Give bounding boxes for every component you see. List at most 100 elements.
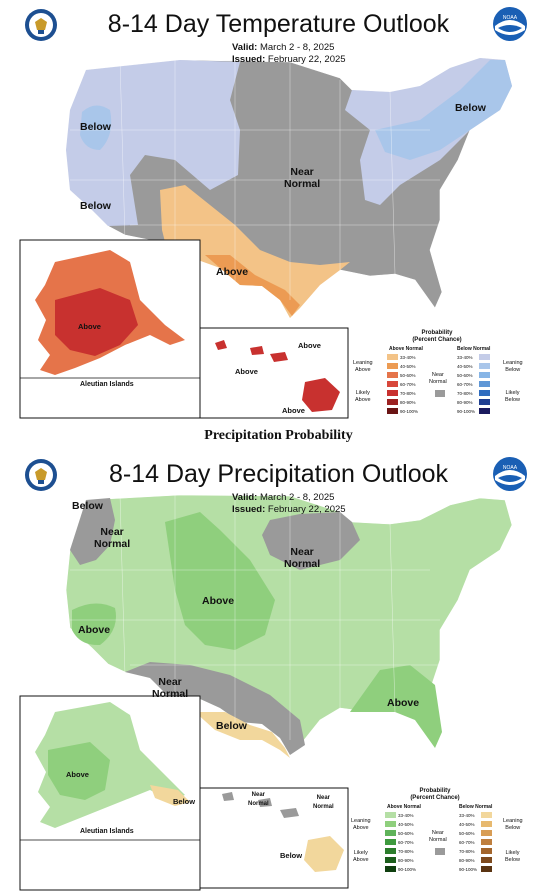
precip-legend-right-header: Below Normal — [459, 804, 493, 810]
precip-alaska-below — [150, 785, 190, 806]
temp-legend-leaning-below: Leaning Below — [503, 360, 523, 373]
doc-seal-icon — [25, 9, 57, 41]
temp-legend-below-swatch-2 — [479, 372, 490, 378]
issued-value: February 22, 2025 — [267, 504, 346, 515]
precip-hawaii-island-1 — [222, 792, 234, 801]
precip-legend-above-swatch-1 — [385, 821, 396, 827]
precip-label-below-northwest: Below — [72, 500, 103, 512]
temp-legend-below-range-5: 80-90% — [457, 399, 473, 405]
precip-legend-above-range-5: 80-90% — [398, 857, 414, 863]
temp-legend-below-swatch-0 — [479, 354, 490, 360]
temp-legend-below-range-1: 40-50% — [457, 363, 473, 369]
temperature-outlook-panel: 8-14 Day Temperature Outlook Valid: Marc… — [0, 0, 557, 425]
temp-label-above-hawaii-2: Above — [235, 367, 258, 376]
temp-legend-above-range-1: 40-50% — [400, 363, 416, 369]
issued-label: Issued: — [232, 54, 266, 65]
precip-legend-above-swatch-0 — [385, 812, 396, 818]
temp-legend-leaning-above: Leaning Above — [353, 360, 373, 373]
temp-legend-likely-above: Likely Above — [355, 390, 371, 403]
precip-legend-above-range-2: 50-60% — [398, 830, 414, 836]
precip-label-near-normal-midwest: Near Normal — [284, 546, 321, 570]
temp-legend-above-swatch-0 — [387, 354, 398, 360]
temp-hawaii-island-4 — [302, 378, 340, 412]
temp-legend-above-swatch-2 — [387, 372, 398, 378]
precip-legend-leaning-below: Leaning Below — [503, 818, 523, 831]
issued-label: Issued: — [232, 504, 266, 515]
precip-near-midwest — [262, 512, 360, 570]
precip-label-near-normal-southwest: Near Normal — [152, 676, 189, 700]
precip-alaska-core — [48, 742, 110, 800]
temp-label-above-hawaii-1: Above — [298, 341, 321, 350]
precip-above-rockies — [165, 512, 275, 650]
temp-legend-title: Probability (Percent Chance) — [412, 330, 462, 343]
valid-label: Valid: — [232, 492, 258, 503]
precip-legend-above-range-0: 33-40% — [398, 812, 414, 818]
precip-legend-below-range-4: 70-80% — [459, 848, 475, 854]
precip-legend-below-range-0: 33-40% — [459, 812, 475, 818]
precip-near-northwest — [70, 498, 115, 565]
precip-above-southeast — [350, 665, 442, 748]
temp-legend-above-range-2: 50-60% — [400, 372, 416, 378]
temp-legend-below-swatch-5 — [479, 399, 490, 405]
precip-legend-below-range-6: 90-100% — [459, 866, 478, 872]
temp-label-below-california: Below — [80, 200, 111, 212]
precip-legend-above-range-4: 70-80% — [398, 848, 414, 854]
precip-legend-above-swatch-4 — [385, 848, 396, 854]
temp-label-below-northwest: Below — [80, 121, 111, 133]
precip-label-near-normal-hawaii-1: Near Normal — [248, 792, 269, 807]
svg-text:NOAA: NOAA — [503, 465, 518, 471]
precip-label-below-hawaii: Below — [280, 851, 303, 860]
precip-label-above-rockies: Above — [202, 595, 235, 607]
temp-legend-above-range-4: 70-80% — [400, 390, 416, 396]
noaa-logo-icon: NOAA — [493, 457, 527, 491]
temperature-meta: Valid: March 2 - 8, 2025 Issued: Februar… — [232, 42, 346, 66]
precip-label-near-normal-hawaii-2: Near Normal — [313, 795, 334, 810]
valid-value: March 2 - 8, 2025 — [259, 42, 335, 53]
valid-label: Valid: — [232, 42, 258, 53]
precip-hawaii-island-2 — [258, 798, 272, 807]
precip-legend-below-range-1: 40-50% — [459, 821, 475, 827]
temp-hawaii-island-3 — [270, 352, 288, 362]
precip-legend-below-range-3: 60-70% — [459, 839, 475, 845]
temp-legend-above-range-5: 80-90% — [400, 399, 416, 405]
temp-legend: Probability (Percent Chance) Above Norma… — [353, 330, 523, 425]
temp-legend-left-header: Above Normal — [389, 346, 423, 352]
precip-legend-below-swatch-0 — [481, 812, 492, 818]
temp-inset-caption: Aleutian Islands — [80, 381, 134, 388]
precip-label-below-texas: Below — [216, 720, 247, 732]
precip-legend-below-swatch-5 — [481, 857, 492, 863]
precip-label-above-alaska: Above — [66, 770, 89, 779]
temp-label-above-south: Above — [216, 266, 249, 278]
precip-legend-above-swatch-3 — [385, 839, 396, 845]
valid-value: March 2 - 8, 2025 — [259, 492, 335, 503]
temp-legend-above-swatch-1 — [387, 363, 398, 369]
temp-legend-above-swatch-5 — [387, 399, 398, 405]
temp-legend-above-range-6: 90-100% — [400, 408, 419, 414]
temp-hawaii-island-1 — [215, 340, 227, 350]
precip-legend-likely-above: Likely Above — [353, 850, 369, 863]
precip-legend-below-range-5: 80-90% — [459, 857, 475, 863]
precip-state-lines — [70, 494, 440, 740]
temp-legend-right-header: Below Normal — [457, 346, 491, 352]
precip-legend-near-label: Near Normal — [429, 830, 447, 843]
precip-legend-title: Probability (Percent Chance) — [410, 788, 460, 801]
precip-label-above-california: Above — [78, 624, 111, 636]
noaa-logo-icon: NOAA — [493, 7, 527, 41]
temp-legend-below-swatch-4 — [479, 390, 490, 396]
svg-text:NOAA: NOAA — [503, 15, 518, 21]
temp-legend-above-range-3: 60-70% — [400, 381, 416, 387]
precipitation-meta: Valid: March 2 - 8, 2025 Issued: Februar… — [232, 492, 346, 516]
temp-legend-above-range-0: 33-40% — [400, 354, 416, 360]
temp-legend-above-swatch-3 — [387, 381, 398, 387]
temp-label-near-normal: Near Normal — [284, 166, 321, 190]
temp-label-above-alaska: Above — [78, 322, 101, 331]
precip-legend-above-range-6: 90-100% — [398, 866, 417, 872]
temp-below-west-core — [80, 105, 112, 150]
temp-label-above-hawaii-3: Above — [282, 406, 305, 415]
precip-above-california — [72, 603, 116, 646]
temp-above-south-core — [205, 255, 300, 316]
temp-legend-below-range-0: 33-40% — [457, 354, 473, 360]
temp-legend-below-swatch-3 — [479, 381, 490, 387]
temp-below-east-core — [375, 60, 512, 160]
precip-legend-below-swatch-1 — [481, 821, 492, 827]
